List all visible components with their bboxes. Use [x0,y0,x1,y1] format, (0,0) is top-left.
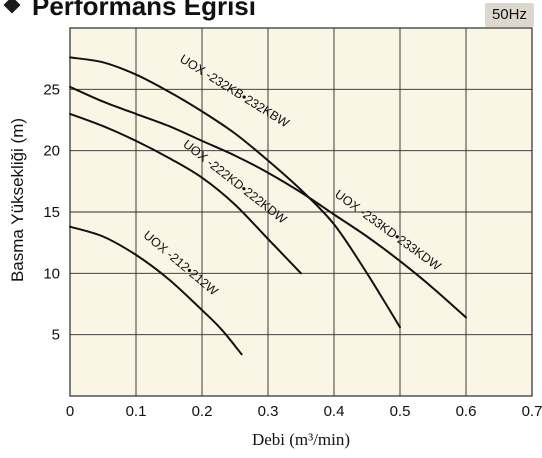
curve-line [69,56,401,329]
x-tick-label: 0.4 [324,403,345,420]
y-tick-label: 15 [43,204,60,221]
curves [69,56,467,356]
x-tick-label: 0.6 [456,403,477,420]
y-tick-label: 25 [43,81,60,98]
y-tick-label: 20 [43,143,60,160]
x-tick-label: 0.1 [126,403,147,420]
curve-line [69,225,243,356]
x-tick-label: 0.2 [192,403,213,420]
y-tick-label: 10 [43,265,60,282]
chart-title: Performans Eğrisi [0,0,256,21]
tick-labels: 0 0.1 0.2 0.3 0.4 0.5 0.6 0.7 5 10 15 20 25 [43,81,542,420]
x-axis-label: Debi (m³/min) [252,430,350,449]
curve-line [69,112,302,275]
x-tick-label: 0 [66,403,74,420]
y-tick-label: 5 [52,327,60,344]
x-tick-label: 0.3 [258,403,279,420]
chart-title-text: Performans Eğrisi [32,0,256,21]
frequency-badge: 50Hz [484,3,534,27]
x-tick-label: 0.5 [390,403,411,420]
y-axis-label: Basma Yüksekliği (m) [8,118,27,282]
curve-line [69,85,467,319]
x-tick-label: 0.7 [522,403,542,420]
